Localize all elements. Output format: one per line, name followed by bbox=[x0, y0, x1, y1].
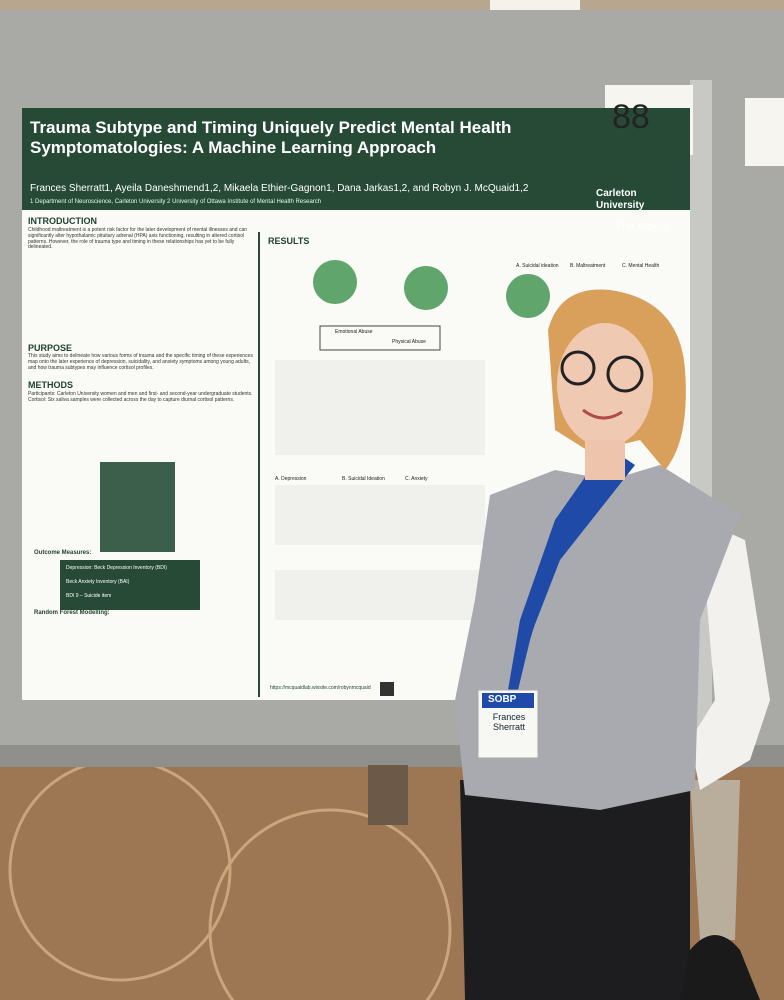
pie-chart bbox=[506, 274, 550, 318]
bag bbox=[680, 935, 760, 1000]
section-heading: METHODS bbox=[28, 380, 73, 390]
measure: Depression: Beck Depression Inventory (B… bbox=[66, 565, 167, 571]
measure: BDI 9 – Suicide item bbox=[66, 593, 112, 599]
column-divider bbox=[258, 232, 260, 697]
outcome-box bbox=[60, 560, 200, 610]
bar-charts bbox=[275, 570, 485, 620]
badge-org: SOBP bbox=[488, 694, 517, 705]
background-person bbox=[690, 780, 740, 940]
glasses bbox=[560, 350, 596, 386]
badge-name: Frances Sherratt bbox=[492, 712, 526, 733]
section-heading: RESULTS bbox=[268, 236, 310, 246]
section-heading: INTRODUCTION bbox=[28, 216, 97, 226]
section-text: Participants: Carleton University women … bbox=[28, 391, 253, 403]
carpet-pattern bbox=[208, 808, 452, 1000]
pie-chart bbox=[404, 266, 448, 310]
section-heading: Random Forest Modelling: bbox=[34, 610, 110, 616]
neck bbox=[585, 440, 625, 480]
pants bbox=[460, 780, 690, 1000]
poster-authors: Frances Sherratt1, Ayeila Daneshmend1,2,… bbox=[30, 183, 529, 194]
legend-item: Emotional Abuse bbox=[335, 329, 373, 335]
badge-banner bbox=[482, 693, 534, 708]
poster-title: Trauma Subtype and Timing Uniquely Predi… bbox=[30, 118, 512, 157]
panel-label: C. Anxiety bbox=[405, 476, 428, 482]
section-text: Childhood maltreatment is a potent risk … bbox=[28, 227, 248, 251]
number-card bbox=[745, 98, 784, 166]
panel-label: B. Suicidal Ideation bbox=[342, 476, 385, 482]
panel-label: C. Mental Health bbox=[622, 263, 660, 269]
scatter-plots bbox=[275, 360, 485, 455]
qr-code bbox=[380, 682, 394, 696]
pie-chart bbox=[313, 260, 357, 304]
section-heading: Outcome Measures: bbox=[34, 550, 92, 556]
board-number: 88 bbox=[612, 98, 650, 136]
bar-charts bbox=[275, 485, 485, 545]
logo: Carleton University bbox=[596, 188, 645, 211]
face bbox=[557, 323, 653, 447]
panel-label: A. Depression bbox=[275, 476, 307, 482]
mace-list bbox=[100, 462, 175, 552]
poster-affiliations: 1 Department of Neuroscience, Carleton U… bbox=[30, 199, 322, 205]
background-person bbox=[368, 765, 408, 825]
glasses bbox=[606, 355, 644, 393]
panel-label: A. Suicidal ideation bbox=[516, 263, 559, 269]
measure: Beck Anxiety Inventory (BAI) bbox=[66, 579, 130, 585]
poster-url: https://mcquaidlab.wixsite.com/robynmcqu… bbox=[270, 685, 371, 691]
section-heading: PURPOSE bbox=[28, 343, 73, 353]
smile bbox=[582, 408, 623, 420]
panel-label: B. Maltreatment bbox=[570, 263, 606, 269]
section-text: This study aims to delineate how various… bbox=[28, 353, 253, 371]
logo: The Royal bbox=[614, 219, 669, 233]
legend-item: Physical Abuse bbox=[392, 339, 426, 345]
legend-box bbox=[319, 325, 441, 351]
